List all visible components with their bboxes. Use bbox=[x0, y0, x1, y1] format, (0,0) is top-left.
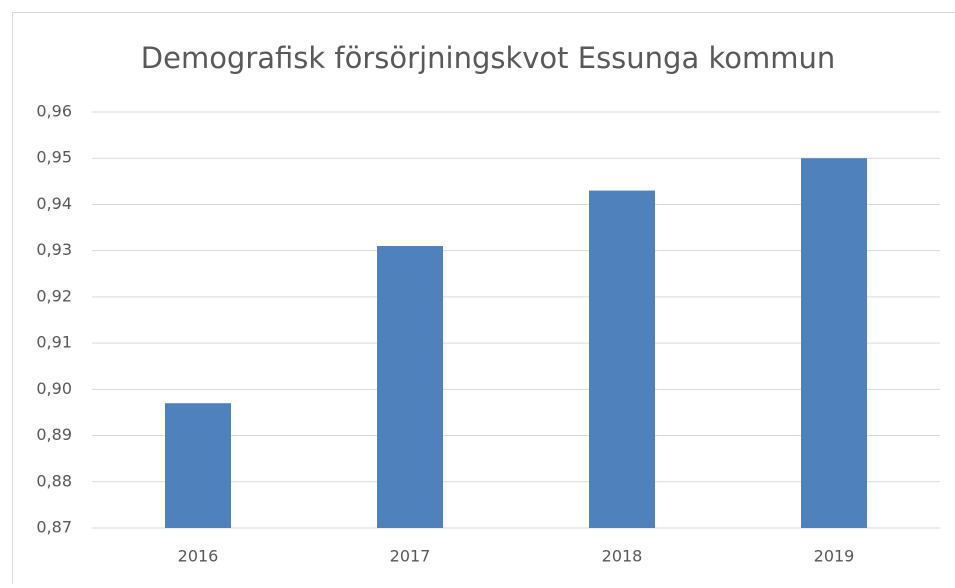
y-tick-label: 0,93 bbox=[36, 240, 72, 259]
y-tick-label: 0,90 bbox=[36, 379, 72, 398]
y-tick-label: 0,95 bbox=[36, 148, 72, 167]
bar bbox=[377, 246, 443, 528]
x-tick-label: 2018 bbox=[602, 547, 643, 566]
bar bbox=[801, 158, 867, 528]
x-tick-label: 2017 bbox=[390, 547, 431, 566]
x-tick-label: 2016 bbox=[178, 547, 219, 566]
chart-title: Demografisk försörjningskvot Essunga kom… bbox=[141, 41, 835, 75]
y-tick-label: 0,89 bbox=[36, 425, 72, 444]
y-tick-label: 0,91 bbox=[36, 333, 72, 352]
y-tick-label: 0,96 bbox=[36, 102, 72, 121]
y-tick-label: 0,92 bbox=[36, 286, 72, 305]
bar bbox=[165, 403, 231, 528]
y-tick-label: 0,88 bbox=[36, 471, 72, 490]
bar bbox=[589, 191, 655, 528]
y-tick-label: 0,94 bbox=[36, 194, 72, 213]
x-tick-label: 2019 bbox=[814, 547, 855, 566]
y-tick-label: 0,87 bbox=[36, 518, 72, 537]
